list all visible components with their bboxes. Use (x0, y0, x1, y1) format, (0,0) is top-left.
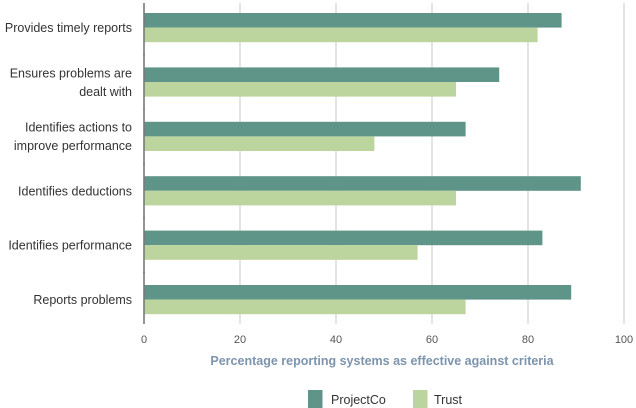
axes (143, 3, 145, 324)
bar-projectco (144, 176, 581, 191)
bar-trust (144, 27, 538, 43)
legend-label-projectco[interactable]: ProjectCo (331, 393, 386, 407)
category-labels: Provides timely reports Ensures problems … (5, 21, 132, 307)
legend: ProjectCo Trust (308, 390, 463, 408)
category-label: improve performance (14, 139, 132, 153)
bar-projectco (144, 121, 466, 137)
bar-projectco (144, 230, 543, 246)
category-label: Reports problems (33, 293, 132, 307)
x-tick-label: 100 (615, 334, 633, 346)
x-tick-label: 80 (522, 334, 534, 346)
bar-projectco (144, 13, 562, 28)
legend-label-trust[interactable]: Trust (434, 393, 463, 407)
gridlines (239, 3, 625, 324)
bar-trust (144, 82, 456, 97)
category-label: dealt with (79, 85, 132, 99)
bar-trust (144, 299, 466, 315)
category-label: Identifies actions to (25, 121, 132, 135)
bar-trust (144, 136, 375, 151)
legend-swatch-trust (413, 390, 428, 408)
bar-trust (144, 190, 456, 206)
legend-swatch-projectco (308, 390, 323, 408)
bars (144, 13, 581, 315)
x-tick-label: 60 (426, 334, 438, 346)
x-tick-label: 40 (330, 334, 342, 346)
category-label: Ensures problems are (10, 66, 132, 80)
x-axis-title: Percentage reporting systems as effectiv… (210, 354, 554, 368)
x-tick-label: 20 (234, 334, 246, 346)
x-tick-labels: 0 20 40 60 80 100 (141, 334, 633, 346)
bar-projectco (144, 285, 572, 300)
bar-projectco (144, 67, 500, 82)
x-tick-label: 0 (141, 334, 147, 346)
category-label: Identifies deductions (18, 184, 132, 198)
category-label: Provides timely reports (5, 21, 132, 35)
bar-trust (144, 245, 418, 260)
category-label: Identifies performance (8, 239, 132, 253)
